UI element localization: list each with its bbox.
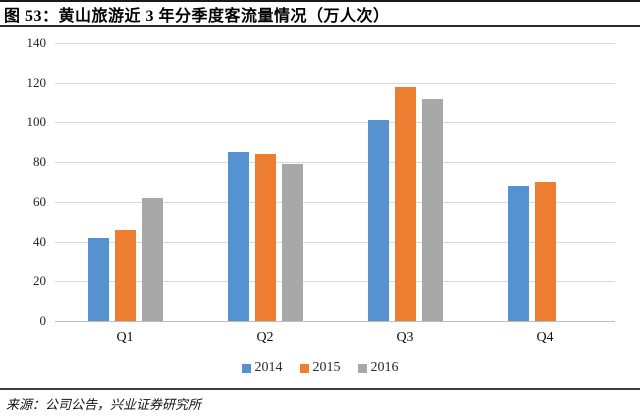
source-bar: 来源：公司公告，兴业证券研究所 xyxy=(0,388,640,413)
y-tick-label: 60 xyxy=(33,193,46,209)
y-tick-label: 100 xyxy=(26,114,47,130)
bar-2014-q4 xyxy=(507,185,529,321)
legend-label: 2015 xyxy=(312,360,341,375)
gridline xyxy=(55,43,615,44)
bar-2014-q1 xyxy=(87,237,109,321)
legend-label: 2014 xyxy=(254,360,283,375)
bar-group-q1 xyxy=(55,43,195,321)
legend-label: 2016 xyxy=(370,360,399,375)
bar-2016-q2 xyxy=(281,164,303,321)
bar-2015-q2 xyxy=(254,154,276,321)
chart-plot-area xyxy=(55,43,615,321)
figure-number-label: 图 53： xyxy=(4,7,59,25)
y-tick-label: 120 xyxy=(26,74,47,90)
bar-group-q2 xyxy=(195,43,335,321)
bar-2015-q3 xyxy=(394,86,416,321)
legend-swatch-icon xyxy=(241,363,251,373)
y-tick-label: 80 xyxy=(33,154,46,170)
legend-swatch-icon xyxy=(299,363,309,373)
bar-2016-q3 xyxy=(421,98,443,321)
bar-chart: 0 20 40 60 80 100 120 140 Q1 Q2 Q3 Q4 2014 2015 2016 xyxy=(0,27,640,388)
gridline xyxy=(55,201,615,203)
legend-item-2015: 2015 xyxy=(299,360,341,376)
gridline xyxy=(55,82,615,84)
bar-slot-empty xyxy=(562,320,583,321)
gridline xyxy=(55,241,615,243)
x-tick-label-q2: Q2 xyxy=(256,330,274,345)
y-tick-label: 20 xyxy=(33,273,46,289)
bar-2015-q4 xyxy=(534,182,556,321)
x-tick-label-q3: Q3 xyxy=(396,330,414,345)
y-tick-label: 140 xyxy=(26,35,47,50)
x-tick-label-q4: Q4 xyxy=(536,330,554,345)
legend-swatch-icon xyxy=(357,363,367,373)
bar-group-q3 xyxy=(335,43,475,321)
y-tick-label: 40 xyxy=(33,233,46,249)
figure-title: 黄山旅游近 3 年分季度客流量情况（万人次） xyxy=(58,7,390,25)
bar-2015-q1 xyxy=(114,229,136,321)
bar-2014-q2 xyxy=(227,152,249,321)
x-axis-line xyxy=(55,321,615,322)
legend-item-2014: 2014 xyxy=(241,360,283,376)
source-text: 来源：公司公告，兴业证券研究所 xyxy=(6,397,202,412)
gridline xyxy=(55,281,615,283)
legend-item-2016: 2016 xyxy=(357,360,399,376)
y-tick-label: 0 xyxy=(39,313,47,328)
bar-2014-q3 xyxy=(367,120,389,321)
x-axis: Q1 Q2 Q3 Q4 xyxy=(55,330,615,346)
chart-legend: 2014 2015 2016 xyxy=(0,360,640,376)
gridline xyxy=(55,122,615,124)
gridline xyxy=(55,162,615,164)
bar-2016-q1 xyxy=(141,197,163,321)
x-tick-label-q1: Q1 xyxy=(116,330,134,345)
figure-title-bar: 图 53： 黄山旅游近 3 年分季度客流量情况（万人次） xyxy=(0,0,640,27)
bar-group-q4 xyxy=(475,43,615,321)
